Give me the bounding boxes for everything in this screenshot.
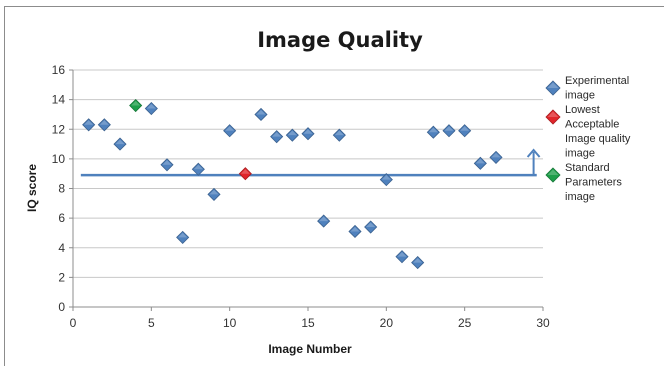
threshold-arrow-head [526, 148, 541, 158]
experimental-point [223, 124, 237, 138]
legend-label-line: Parameters [565, 177, 622, 189]
experimental-point [97, 118, 111, 132]
x-tick-label: 25 [458, 316, 472, 330]
experimental-point [144, 101, 158, 116]
legend-label: Standard Parameters image [565, 162, 622, 203]
x-tick-label: 10 [223, 316, 237, 330]
y-tick-label: 2 [58, 270, 65, 284]
legend-label: Experimental image [565, 75, 629, 102]
y-tick-label: 10 [52, 152, 66, 166]
y-axis-title: IQ score [25, 164, 39, 212]
legend-marker [545, 109, 561, 125]
legend-label-line: Image quality [565, 133, 631, 145]
x-axis-title: Image Number [268, 342, 352, 356]
experimental-point [348, 224, 362, 239]
x-tick-label: 20 [380, 316, 394, 330]
experimental-point [364, 220, 378, 234]
legend-label-line: image [565, 191, 595, 203]
experimental-point [191, 162, 205, 176]
legend: Experimental image Lowest Acceptable Image q… [545, 75, 631, 203]
legend-marker [545, 167, 561, 183]
data-points [82, 98, 503, 270]
legend-label-line: Lowest [565, 104, 600, 116]
axes: 0 2 4 6 8 10 12 14 16 0 5 10 15 20 25 30 [52, 63, 550, 330]
x-tick-label: 0 [70, 316, 77, 330]
experimental-point [426, 125, 440, 139]
experimental-point [301, 127, 315, 141]
experimental-point [442, 124, 456, 138]
experimental-point [332, 128, 346, 142]
experimental-point [489, 150, 503, 164]
experimental-point [411, 255, 425, 270]
experimental-point [113, 137, 127, 151]
chart-frame: Image Quality 0 2 4 6 8 10 12 14 16 0 5 10 15 20 25 30 … [4, 6, 665, 367]
experimental-point [207, 187, 221, 201]
experimental-point [82, 118, 96, 132]
y-tick-label: 8 [58, 182, 65, 196]
legend-label-line: image [565, 90, 595, 102]
legend-label-line: Experimental [565, 75, 629, 87]
y-tick-label: 16 [52, 63, 66, 77]
experimental-point [254, 107, 268, 122]
legend-label-line: image [565, 148, 595, 160]
lowest-acceptable-point [238, 167, 252, 181]
experimental-point [176, 230, 190, 244]
x-tick-label: 30 [536, 316, 550, 330]
y-tick-label: 14 [52, 93, 66, 107]
legend-label-line: Standard [565, 162, 610, 174]
legend-label: Lowest Acceptable Image quality image [565, 104, 631, 160]
experimental-point [473, 156, 487, 170]
legend-item-experimental: Experimental image [545, 75, 629, 102]
standard-parameters-point [129, 98, 143, 113]
experimental-point [285, 128, 299, 142]
experimental-point [379, 173, 393, 187]
annotations [80, 148, 541, 177]
experimental-point [458, 124, 472, 138]
x-tick-label: 5 [148, 316, 155, 330]
legend-marker [545, 80, 561, 96]
experimental-point [395, 250, 409, 264]
y-tick-label: 4 [58, 241, 65, 255]
legend-item-lowest-acceptable: Lowest Acceptable Image quality image [545, 104, 631, 160]
experimental-point [160, 158, 174, 172]
experimental-point [317, 214, 331, 228]
legend-item-standard-parameters: Standard Parameters image [545, 162, 622, 203]
y-tick-label: 0 [58, 300, 65, 314]
chart-title: Image Quality [257, 28, 423, 52]
x-tick-label: 15 [301, 316, 315, 330]
y-tick-label: 12 [52, 122, 66, 136]
y-tick-label: 6 [58, 211, 65, 225]
experimental-point [270, 130, 284, 144]
legend-label-line: Acceptable [565, 119, 619, 131]
